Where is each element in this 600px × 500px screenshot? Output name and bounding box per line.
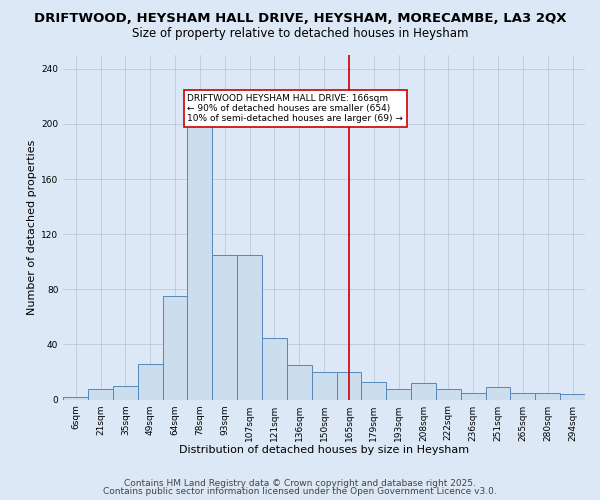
Bar [461,392,485,400]
Y-axis label: Number of detached properties: Number of detached properties [27,140,37,315]
Bar [88,388,113,400]
Bar [511,392,535,400]
Bar [262,338,287,400]
Bar [63,397,88,400]
Bar [485,387,511,400]
Bar [560,394,585,400]
X-axis label: Distribution of detached houses by size in Heysham: Distribution of detached houses by size … [179,445,469,455]
Text: Contains HM Land Registry data © Crown copyright and database right 2025.: Contains HM Land Registry data © Crown c… [124,478,476,488]
Text: DRIFTWOOD, HEYSHAM HALL DRIVE, HEYSHAM, MORECAMBE, LA3 2QX: DRIFTWOOD, HEYSHAM HALL DRIVE, HEYSHAM, … [34,12,566,26]
Text: Contains public sector information licensed under the Open Government Licence v3: Contains public sector information licen… [103,487,497,496]
Bar [337,372,361,400]
Text: Size of property relative to detached houses in Heysham: Size of property relative to detached ho… [132,28,468,40]
Bar [436,388,461,400]
Bar [411,383,436,400]
Bar [287,365,312,400]
Bar [212,255,237,400]
Bar [113,386,138,400]
Bar [138,364,163,400]
Bar [163,296,187,400]
Bar [386,388,411,400]
Bar [237,255,262,400]
Bar [361,382,386,400]
Bar [535,392,560,400]
Text: DRIFTWOOD HEYSHAM HALL DRIVE: 166sqm
← 90% of detached houses are smaller (654)
: DRIFTWOOD HEYSHAM HALL DRIVE: 166sqm ← 9… [187,94,403,124]
Bar [187,124,212,400]
Bar [312,372,337,400]
